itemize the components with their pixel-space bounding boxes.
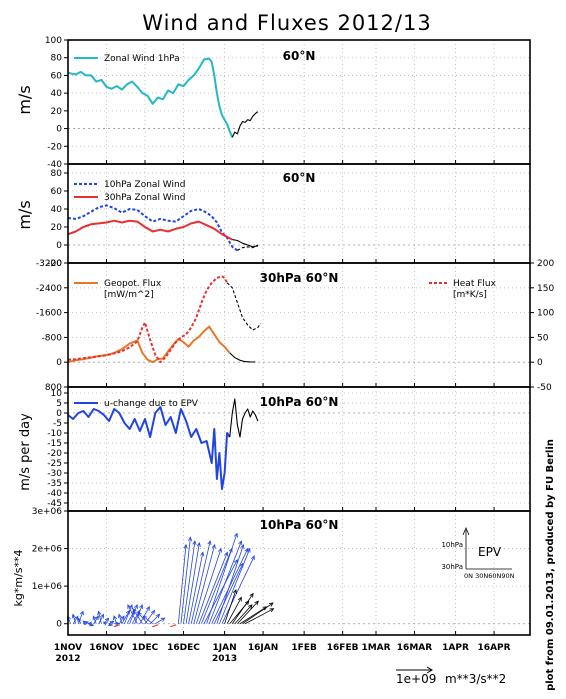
epv-inset: 10hPa 30hPa EPV 0N 30N60N90N	[441, 528, 514, 580]
y-tick-label: 60	[51, 71, 63, 81]
y-tick-label: -30	[47, 469, 62, 479]
panel2-label: 60°N	[283, 171, 316, 185]
y-tick-label: 0	[56, 409, 62, 419]
series-line	[232, 240, 258, 247]
panel4-label: 10hPa 60°N	[260, 395, 339, 409]
x-tick-label: 1FEB	[291, 643, 317, 653]
x-tick-label: 16FEB	[327, 643, 359, 653]
y-right-tick-label: 50	[537, 333, 549, 343]
y-tick-label: -15	[47, 439, 62, 449]
y-right-tick-label: -50	[537, 383, 552, 393]
y-tick-label: 0	[56, 125, 62, 135]
series-line	[237, 245, 258, 250]
y-tick-label: -3200	[36, 259, 62, 269]
y-tick-label: 100	[45, 36, 62, 46]
y-tick-label: -25	[47, 459, 62, 469]
y-tick-label: 0	[56, 620, 62, 630]
y-tick-label: 5	[56, 399, 62, 409]
panel3-label: 30hPa 60°N	[260, 271, 339, 285]
x-tick-label: 16DEC	[167, 643, 200, 653]
x-tick-label: 16NOV	[89, 643, 123, 653]
x-tick-label: 1NOV	[54, 643, 82, 653]
y-tick-label: -5	[53, 419, 62, 429]
epv-inset-xlabel: 0N 30N60N90N	[464, 572, 515, 580]
epv-inset-bottom: 30hPa	[441, 563, 463, 571]
y-tick-label: 1e+06	[32, 582, 63, 592]
flux-arrow	[209, 541, 241, 624]
x-tick-label: 16MAR	[397, 643, 432, 653]
panel1-label: 60°N	[283, 49, 316, 63]
y-tick-label: 2e+06	[32, 545, 63, 555]
y-tick-label: 3e+06	[32, 507, 63, 517]
y-tick-label: 0	[56, 241, 62, 251]
y-tick-label: -20	[47, 142, 62, 152]
y-tick-label: -40	[47, 489, 62, 499]
scale-arrow-unit: m**3/s**2	[445, 672, 506, 686]
legend-heat-flux: Heat Flux	[453, 279, 497, 289]
legend-geopot-flux-unit: [mW/m^2]	[104, 290, 154, 300]
panel5-label: 10hPa 60°N	[260, 518, 339, 532]
y-tick-label: 80	[51, 169, 63, 179]
epv-inset-top: 10hPa	[441, 541, 463, 549]
x-tick-label: 1JAN	[213, 643, 237, 653]
x-tick-label: 16JAN	[248, 643, 278, 653]
series-line	[230, 399, 258, 437]
legend-u-change: u-change due to EPV	[104, 399, 199, 409]
panel1-ylabel: m/s	[15, 85, 34, 114]
y-tick-label: -2400	[36, 284, 62, 294]
flux-marker	[170, 625, 176, 627]
legend-zonal-wind-1hpa: Zonal Wind 1hPa	[104, 54, 180, 64]
y-tick-label: 80	[51, 54, 63, 64]
y-tick-label: 60	[51, 187, 63, 197]
y-right-tick-label: 0	[537, 358, 543, 368]
x-tick-label: 1APR	[442, 643, 469, 653]
series-line	[227, 283, 260, 330]
y-tick-label: 20	[51, 107, 63, 117]
panel4-ylabel: m/s per day	[18, 413, 33, 491]
series-line	[68, 221, 232, 240]
legend-10hpa-wind: 10hPa Zonal Wind	[104, 180, 185, 190]
figure-title: Wind and Fluxes 2012/13	[142, 11, 431, 35]
panel2-ylabel: m/s	[15, 200, 34, 229]
x-tick-label: 1DEC	[132, 643, 159, 653]
series-line	[232, 112, 258, 138]
y-tick-label: -800	[42, 333, 63, 343]
y-right-tick-label: 100	[537, 309, 554, 319]
series-line	[230, 353, 256, 362]
x-tick-label: 1MAR	[361, 643, 390, 653]
y-right-tick-label: 200	[537, 259, 554, 269]
y-tick-label: 40	[51, 205, 63, 215]
y-tick-label: -10	[47, 429, 62, 439]
series-line	[68, 59, 232, 138]
scale-arrow-label: 1e+09	[396, 672, 436, 686]
y-tick-label: 10	[51, 389, 63, 399]
y-tick-label: 40	[51, 89, 63, 99]
y-tick-label: -1600	[36, 309, 62, 319]
scale-arrow: 1e+09 m**3/s**2	[396, 667, 506, 686]
flux-arrow	[240, 607, 267, 624]
y-tick-label: -20	[47, 449, 62, 459]
series-line	[68, 407, 230, 489]
flux-marker	[152, 625, 158, 627]
x-tick-sublabel: 2013	[212, 654, 237, 664]
panel5-ylabel: kg*m/s**4	[12, 549, 25, 606]
x-tick-label: 16APR	[478, 643, 511, 653]
y-right-tick-label: 150	[537, 284, 554, 294]
credit-text: plot from 09.01.2013, produced by FU Ber…	[545, 439, 556, 691]
series-line	[68, 327, 230, 363]
legend-heat-flux-unit: [m*K/s]	[453, 290, 487, 300]
y-tick-label: 0	[56, 358, 62, 368]
y-tick-label: -35	[47, 479, 62, 489]
y-tick-label: 20	[51, 223, 63, 233]
legend-geopot-flux: Geopot. Flux	[104, 279, 162, 289]
epv-inset-title: EPV	[478, 545, 502, 559]
x-tick-sublabel: 2012	[55, 654, 80, 664]
legend-30hpa-wind: 30hPa Zonal Wind	[104, 193, 185, 203]
